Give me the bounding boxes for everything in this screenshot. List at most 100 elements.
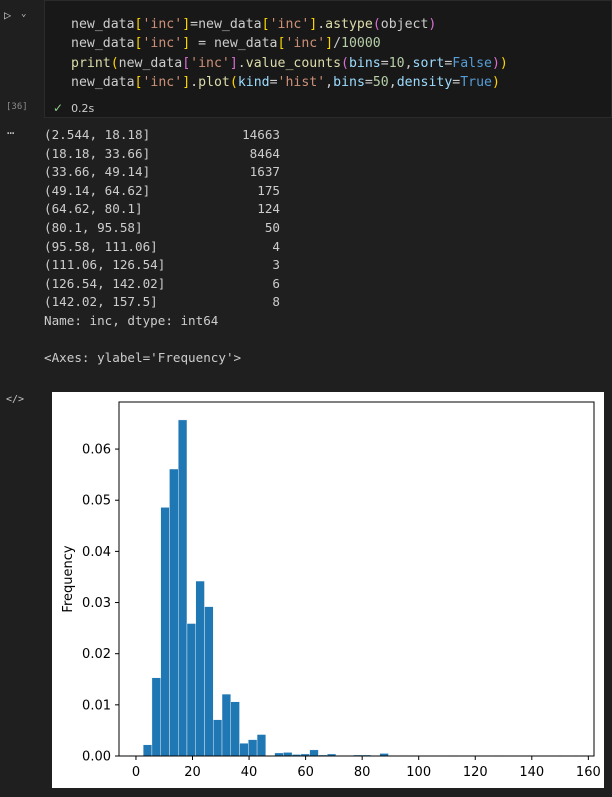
histogram-bar bbox=[178, 419, 188, 757]
code-token: = bbox=[444, 55, 453, 71]
value-count-row: (95.58, 111.06] 4 bbox=[44, 238, 344, 257]
y-tick-label: 0.04 bbox=[82, 545, 111, 560]
code-token: = bbox=[380, 55, 389, 71]
bin-count: 8464 bbox=[249, 145, 280, 161]
value-count-row: (64.62, 80.1] 124 bbox=[44, 200, 344, 219]
bin-count: 124 bbox=[257, 201, 280, 217]
histogram-bar bbox=[204, 606, 214, 757]
code-token: new_data bbox=[71, 75, 135, 91]
bin-label: (2.544, 18.18] bbox=[44, 127, 151, 142]
cell-output: (2.544, 18.18] 14663 (18.18, 33.66] 8464 (33… bbox=[44, 126, 344, 368]
histogram-bar bbox=[230, 701, 240, 757]
code-token: ) bbox=[491, 75, 500, 91]
code-cell[interactable]: new_data['inc']=new_data['inc'].astype(o… bbox=[44, 0, 612, 118]
bin-label: (126.54, 142.02] bbox=[44, 275, 166, 291]
code-token: 'hist' bbox=[277, 75, 326, 91]
plot-frame bbox=[118, 401, 595, 757]
value-count-row: (126.54, 142.02] 6 bbox=[44, 275, 344, 294]
code-token: new_data bbox=[71, 17, 135, 32]
x-tick-label: 80 bbox=[354, 765, 371, 780]
bin-count: 175 bbox=[257, 182, 280, 198]
y-tick-label: 0.02 bbox=[82, 647, 111, 662]
code-token: = bbox=[452, 75, 461, 91]
bin-label: (49.14, 64.62] bbox=[44, 182, 151, 198]
code-token: ] bbox=[182, 36, 191, 52]
code-line[interactable]: new_data['inc'] = new_data['inc']/10000 bbox=[71, 34, 508, 53]
code-token: print bbox=[71, 55, 111, 71]
value-count-row: (111.06, 126.54] 3 bbox=[44, 256, 344, 275]
histogram-bar bbox=[213, 719, 223, 757]
code-token: ] bbox=[182, 75, 191, 91]
code-token: ) bbox=[428, 17, 437, 32]
x-tick-label: 140 bbox=[519, 765, 544, 780]
bin-count: 4 bbox=[272, 238, 280, 254]
histogram-bar bbox=[195, 580, 205, 757]
code-token: ) bbox=[499, 55, 508, 71]
execution-time: 0.2s bbox=[71, 102, 95, 115]
bin-count: 1637 bbox=[249, 164, 280, 180]
code-token: = bbox=[364, 75, 373, 91]
output-menu-icon[interactable]: ⋯ bbox=[7, 126, 16, 140]
code-token: [ bbox=[134, 75, 143, 91]
bin-label: (142.02, 157.5] bbox=[44, 294, 158, 310]
code-token: new_data bbox=[71, 36, 135, 52]
code-token: 'inc' bbox=[190, 55, 230, 71]
histogram-bar bbox=[151, 677, 161, 757]
bin-count: 6 bbox=[272, 275, 280, 291]
chevron-down-icon[interactable]: ⌄ bbox=[21, 9, 27, 19]
execution-status: ✓ 0.2s bbox=[53, 101, 94, 115]
code-line[interactable]: new_data['inc'].plot(kind='hist',bins=50… bbox=[71, 73, 508, 92]
y-axis-label: Frequency bbox=[61, 545, 76, 612]
code-output-icon[interactable]: </> bbox=[6, 394, 25, 405]
value-count-row: (33.66, 49.14] 1637 bbox=[44, 163, 344, 182]
code-token: 50 bbox=[372, 75, 389, 91]
code-token: 'inc' bbox=[285, 36, 326, 52]
code-token: [ bbox=[182, 55, 191, 71]
bin-label: (33.66, 49.14] bbox=[44, 164, 151, 180]
blank-line bbox=[44, 331, 344, 350]
code-token: density bbox=[396, 75, 453, 91]
y-tick-label: 0.00 bbox=[82, 750, 111, 765]
x-tick-label: 100 bbox=[406, 765, 431, 780]
code-editor[interactable]: new_data['inc']=new_data['inc'].astype(o… bbox=[71, 15, 508, 93]
check-icon: ✓ bbox=[53, 101, 64, 115]
histogram-bar bbox=[160, 507, 170, 757]
code-line[interactable]: new_data['inc']=new_data['inc'].astype(o… bbox=[71, 15, 508, 34]
code-token: , bbox=[404, 55, 413, 71]
bin-label: (64.62, 80.1] bbox=[44, 201, 143, 217]
y-tick-label: 0.01 bbox=[82, 698, 111, 713]
code-token: 'inc' bbox=[269, 17, 310, 32]
code-line[interactable]: print(new_data['inc'].value_counts(bins=… bbox=[71, 54, 508, 73]
code-token: sort bbox=[412, 55, 445, 71]
value-count-row: (2.544, 18.18] 14663 bbox=[44, 126, 344, 145]
code-token: = bbox=[269, 75, 278, 91]
code-token: [ bbox=[134, 17, 143, 32]
histogram-bar bbox=[256, 734, 267, 757]
bin-count: 14663 bbox=[242, 127, 280, 142]
value-counts-output: (2.544, 18.18] 14663 (18.18, 33.66] 8464 (33… bbox=[44, 126, 344, 312]
code-token: ] bbox=[182, 17, 191, 32]
code-token: . bbox=[317, 17, 326, 32]
code-token: object bbox=[380, 17, 429, 32]
cell-gutter: ▷ ⌄ [36] ⋯ </> bbox=[0, 0, 44, 797]
axes-repr: <Axes: ylabel='Frequency'> bbox=[44, 350, 242, 366]
code-token: bins bbox=[348, 55, 381, 71]
run-cell-icon[interactable]: ▷ bbox=[4, 8, 12, 22]
code-token: astype bbox=[325, 17, 373, 32]
value-count-row: (142.02, 157.5] 8 bbox=[44, 293, 344, 312]
histogram-plot: 0 20 40 60 80 100 120 140 160 0.00 0.01 0.02 0.03 0.0… bbox=[52, 392, 604, 788]
code-token: ] bbox=[229, 55, 238, 71]
x-tick-label: 0 bbox=[132, 765, 140, 780]
histogram-bar bbox=[169, 468, 179, 757]
bin-count: 3 bbox=[272, 257, 280, 273]
code-token: ) bbox=[491, 55, 500, 71]
code-token: , bbox=[325, 75, 334, 91]
code-token: [ bbox=[261, 17, 270, 32]
histogram-bar bbox=[221, 693, 231, 757]
value-count-row: (80.1, 95.58] 50 bbox=[44, 219, 344, 238]
histogram-bar bbox=[309, 749, 319, 757]
code-token: [ bbox=[134, 36, 143, 52]
code-token: . bbox=[190, 75, 199, 91]
code-token: kind bbox=[237, 75, 270, 91]
code-token: =new_data bbox=[190, 17, 262, 32]
